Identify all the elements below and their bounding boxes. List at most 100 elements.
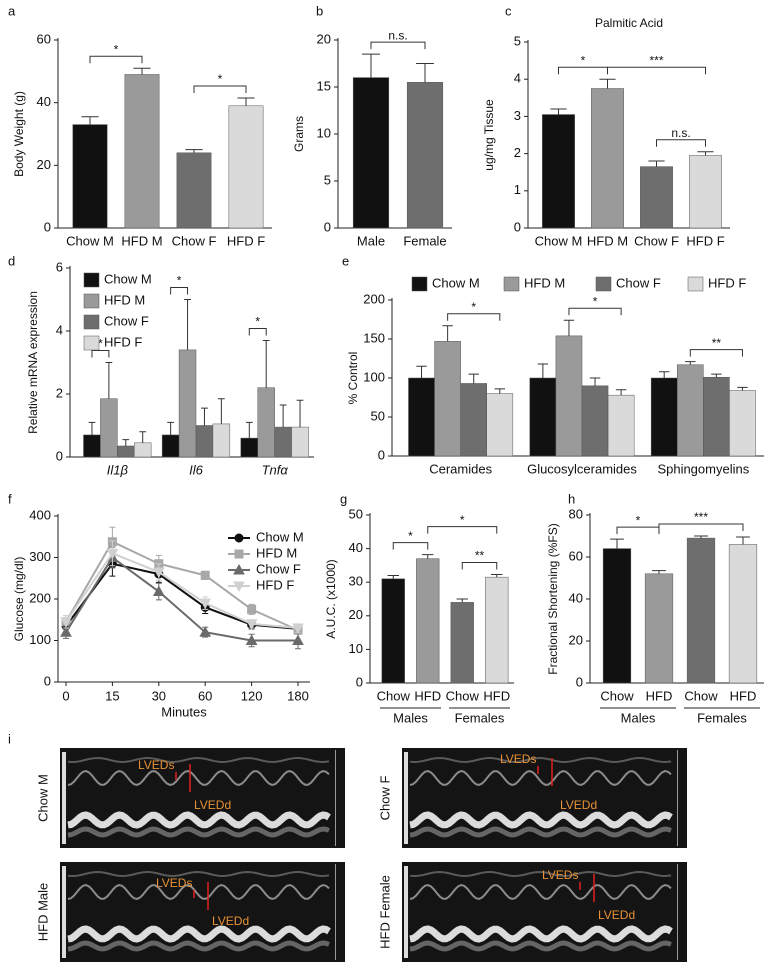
panel-letter: a: [8, 3, 16, 18]
legend-label: HFD M: [524, 275, 565, 290]
bar: [676, 364, 704, 457]
bar: [240, 437, 259, 458]
y-tick-label: 4: [514, 71, 521, 86]
y-tick-label: 0: [44, 673, 51, 688]
echo-wall: [409, 769, 672, 787]
y-tick-label: 20: [349, 607, 363, 622]
legend-label: HFD F: [104, 334, 142, 349]
series-line: [65, 552, 299, 630]
echo-wall: [409, 883, 672, 901]
bar: [408, 377, 435, 457]
echo-ruler: [677, 750, 678, 846]
point: [234, 549, 244, 559]
x-tick-label: HFD: [414, 688, 441, 703]
y-axis-label: Relative mRNA expression: [26, 291, 40, 434]
bar: [591, 88, 624, 229]
x-tick-label: HFD M: [587, 233, 628, 248]
x-tick-label: 0: [62, 688, 69, 703]
error-bar: [615, 389, 627, 396]
y-tick-label: 0: [44, 219, 51, 234]
significance-bracket: [447, 313, 501, 321]
x-tick-label: Chow F: [634, 233, 679, 248]
legend-swatch: [411, 276, 428, 292]
bar: [195, 425, 214, 458]
error-bar: [88, 421, 96, 435]
x-tick-label: Male: [357, 233, 385, 248]
significance-label: *: [408, 529, 413, 543]
bar: [650, 377, 678, 457]
error-bar: [711, 373, 722, 378]
echo-scale: [62, 866, 66, 958]
x-tick-label: HFD: [730, 688, 757, 703]
panel-letter: e: [342, 253, 349, 268]
y-tick-label: 100: [29, 632, 51, 647]
y-tick-label: 0: [356, 674, 363, 689]
bar: [555, 335, 583, 457]
error-bar: [652, 570, 666, 574]
y-tick-label: 20: [569, 632, 583, 647]
point: [247, 604, 257, 614]
significance-bracket: [427, 526, 498, 534]
point: [292, 623, 304, 635]
echo-label: Chow M: [35, 774, 50, 822]
y-tick-label: 1: [514, 182, 521, 197]
bar: [729, 390, 756, 457]
y-tick-label: 100: [363, 369, 385, 384]
legend-label: Chow M: [432, 275, 480, 290]
x-tick-label: Chow: [684, 688, 718, 703]
significance-label: **: [712, 336, 722, 350]
error-bar: [245, 421, 253, 439]
error-bar: [416, 63, 434, 83]
y-tick-label: 50: [371, 408, 385, 423]
echo-wall: [67, 826, 330, 838]
legend-label: Chow F: [616, 275, 661, 290]
bar: [686, 537, 716, 684]
bar: [176, 152, 212, 229]
bar: [703, 376, 730, 457]
echo-ruler: [335, 864, 336, 960]
panel-letter: b: [316, 3, 323, 18]
echo-ruler: [677, 864, 678, 960]
error-bar: [139, 431, 147, 443]
y-tick-label: 20: [37, 157, 51, 172]
bar: [602, 548, 632, 684]
x-tick-label: Tnfα: [262, 462, 289, 477]
y-tick-label: 150: [363, 330, 385, 345]
x-tick-label: Il6: [189, 462, 204, 477]
significance-bracket: [91, 350, 110, 358]
legend-label: Chow M: [104, 271, 152, 286]
legend-swatch: [503, 276, 520, 292]
x-tick-label: HFD: [483, 688, 510, 703]
y-axis-label: ug/mg Tissue: [482, 99, 496, 171]
significance-label: ***: [694, 510, 708, 524]
bar: [212, 423, 231, 458]
echo-annotation: LVEDd: [212, 914, 249, 928]
error-bar: [416, 365, 427, 378]
error-bar: [491, 573, 503, 578]
bar: [450, 602, 474, 684]
echo-annotation: LVEDd: [560, 798, 597, 812]
echo-scale: [404, 752, 408, 844]
error-bar: [685, 361, 696, 365]
x-tick-label: Chow: [377, 688, 411, 703]
panel-letter: h: [568, 491, 575, 506]
echo-wall: [67, 940, 330, 952]
x-tick-label: Female: [403, 233, 446, 248]
legend-swatch: [83, 314, 100, 330]
echo-annotation: LVEDd: [194, 798, 231, 812]
error-bar: [279, 404, 287, 428]
y-tick-label: 15: [317, 78, 331, 93]
error-bar: [262, 339, 270, 388]
y-tick-label: 50: [349, 506, 363, 521]
bar: [178, 349, 197, 458]
significance-bracket: [658, 523, 744, 531]
error-bar: [442, 325, 453, 342]
bar: [434, 341, 461, 457]
x-tick-label: HFD F: [227, 233, 265, 248]
point: [245, 634, 258, 645]
error-bar: [105, 362, 113, 399]
y-tick-label: 2: [56, 385, 63, 400]
y-axis-label: Glucose (mg/dl): [12, 557, 26, 642]
bar: [72, 124, 108, 229]
echo-label: HFD Male: [35, 883, 50, 942]
